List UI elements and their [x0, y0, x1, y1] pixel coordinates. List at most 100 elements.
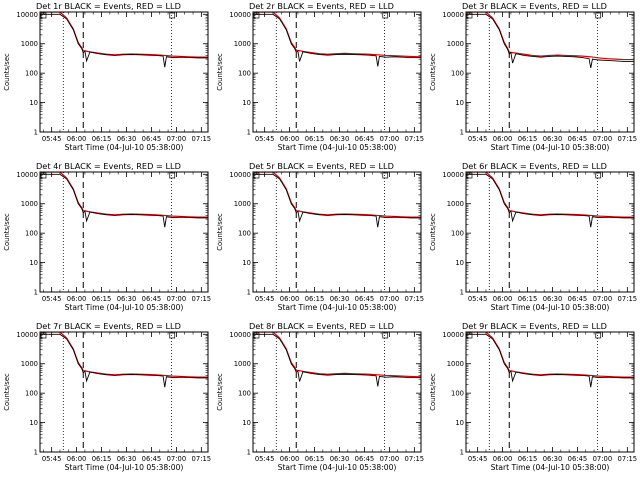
y-tick-label: 1000 [234, 200, 251, 208]
series-line-lld [253, 332, 421, 378]
y-tick-label: 100 [451, 230, 464, 238]
y-tick-label: 10 [242, 419, 251, 427]
series-line-events [40, 173, 208, 228]
plot-frame [252, 331, 422, 453]
x-tick-label: 07:00 [380, 455, 400, 463]
x-axis-label: Start Time (04-Jul-10 05:38:00) [278, 303, 397, 312]
x-tick-label: 05:45 [255, 295, 275, 303]
y-tick-label: 1000 [447, 360, 464, 368]
x-tick-label: 06:30 [330, 135, 350, 143]
x-tick-label: 07:00 [593, 135, 613, 143]
x-axis-label: Start Time (04-Jul-10 05:38:00) [491, 143, 610, 152]
y-tick-label: 1 [34, 129, 38, 137]
x-tick-label: 06:45 [568, 135, 588, 143]
x-tick-label: 06:15 [305, 455, 325, 463]
y-tick-label: 1 [34, 449, 38, 457]
plot-frame [465, 171, 635, 293]
chart-panel-2: Det 2r BLACK = Events, RED = LLD10000100… [216, 1, 424, 152]
series-group [466, 172, 634, 228]
x-tick-label: 07:15 [192, 295, 212, 303]
x-tick-label: 06:30 [117, 135, 137, 143]
chart-panel-3: Det 3r BLACK = Events, RED = LLD10000100… [429, 1, 637, 152]
x-tick-label: 05:45 [42, 455, 62, 463]
y-tick-label: 10000 [16, 11, 38, 19]
y-axis-label: Counts/sec [3, 373, 11, 411]
y-tick-label: 1000 [21, 40, 38, 48]
panel-title: Det 7r BLACK = Events, RED = LLD [36, 321, 181, 331]
x-tick-label: 06:30 [543, 455, 563, 463]
y-tick-label: 1 [460, 129, 464, 137]
series-line-lld [466, 332, 634, 378]
y-tick-label: 1 [34, 289, 38, 297]
x-tick-label: 07:15 [405, 135, 425, 143]
y-tick-label: 100 [451, 70, 464, 78]
corner-marker [253, 332, 260, 339]
panel-title: Det 1r BLACK = Events, RED = LLD [36, 1, 181, 11]
panel-title: Det 9r BLACK = Events, RED = LLD [462, 321, 607, 331]
x-tick-label: 05:45 [42, 135, 62, 143]
x-tick-label: 05:45 [468, 455, 488, 463]
x-tick-label: 06:15 [305, 135, 325, 143]
plot-frame [252, 171, 422, 293]
y-tick-label: 10 [242, 259, 251, 267]
series-line-events [253, 173, 421, 228]
series-group [40, 172, 208, 228]
x-tick-label: 06:15 [92, 135, 112, 143]
series-line-lld [40, 172, 208, 218]
x-tick-label: 06:15 [518, 455, 538, 463]
y-tick-label: 1000 [21, 200, 38, 208]
y-tick-label: 10 [455, 419, 464, 427]
series-line-events [466, 333, 634, 388]
y-axis-label: Counts/sec [3, 213, 11, 251]
y-tick-label: 10000 [442, 11, 464, 19]
series-line-events [40, 333, 208, 388]
series-line-lld [466, 12, 634, 61]
corner-marker [253, 12, 260, 19]
y-tick-label: 100 [451, 390, 464, 398]
series-line-lld [40, 332, 208, 378]
y-tick-label: 10 [242, 99, 251, 107]
series-line-lld [253, 12, 421, 58]
y-tick-label: 1 [247, 129, 251, 137]
y-axis-label: Counts/sec [429, 53, 437, 91]
y-tick-label: 1000 [21, 360, 38, 368]
x-tick-label: 06:30 [330, 455, 350, 463]
series-group [40, 12, 208, 68]
y-tick-label: 10000 [442, 331, 464, 339]
y-tick-label: 100 [25, 70, 38, 78]
chart-panel-4: Det 4r BLACK = Events, RED = LLD10000100… [3, 161, 211, 312]
x-tick-label: 06:30 [330, 295, 350, 303]
x-axis-label: Start Time (04-Jul-10 05:38:00) [278, 143, 397, 152]
corner-marker [253, 172, 260, 179]
x-axis-label: Start Time (04-Jul-10 05:38:00) [491, 463, 610, 472]
x-axis-label: Start Time (04-Jul-10 05:38:00) [65, 303, 184, 312]
y-tick-label: 10000 [229, 331, 251, 339]
y-tick-label: 10000 [229, 171, 251, 179]
series-line-events [40, 13, 208, 68]
series-line-events [253, 333, 421, 387]
x-tick-label: 07:00 [593, 295, 613, 303]
x-tick-label: 06:45 [142, 455, 162, 463]
plot-frame [465, 331, 635, 453]
y-tick-label: 100 [238, 390, 251, 398]
x-tick-label: 07:00 [167, 455, 187, 463]
corner-marker [595, 172, 602, 179]
corner-marker [382, 172, 389, 179]
series-group [466, 12, 634, 69]
x-axis-label: Start Time (04-Jul-10 05:38:00) [491, 303, 610, 312]
series-line-lld [40, 12, 208, 58]
x-axis-label: Start Time (04-Jul-10 05:38:00) [278, 463, 397, 472]
y-tick-label: 100 [25, 390, 38, 398]
y-tick-label: 100 [238, 70, 251, 78]
x-tick-label: 06:45 [355, 295, 375, 303]
x-tick-label: 05:45 [468, 295, 488, 303]
y-tick-label: 1000 [234, 360, 251, 368]
panel-title: Det 4r BLACK = Events, RED = LLD [36, 161, 181, 171]
series-group [253, 172, 421, 228]
panel-title: Det 8r BLACK = Events, RED = LLD [249, 321, 394, 331]
x-tick-label: 06:45 [355, 135, 375, 143]
y-axis-label: Counts/sec [429, 373, 437, 411]
y-tick-label: 1000 [447, 200, 464, 208]
x-tick-label: 06:15 [518, 135, 538, 143]
